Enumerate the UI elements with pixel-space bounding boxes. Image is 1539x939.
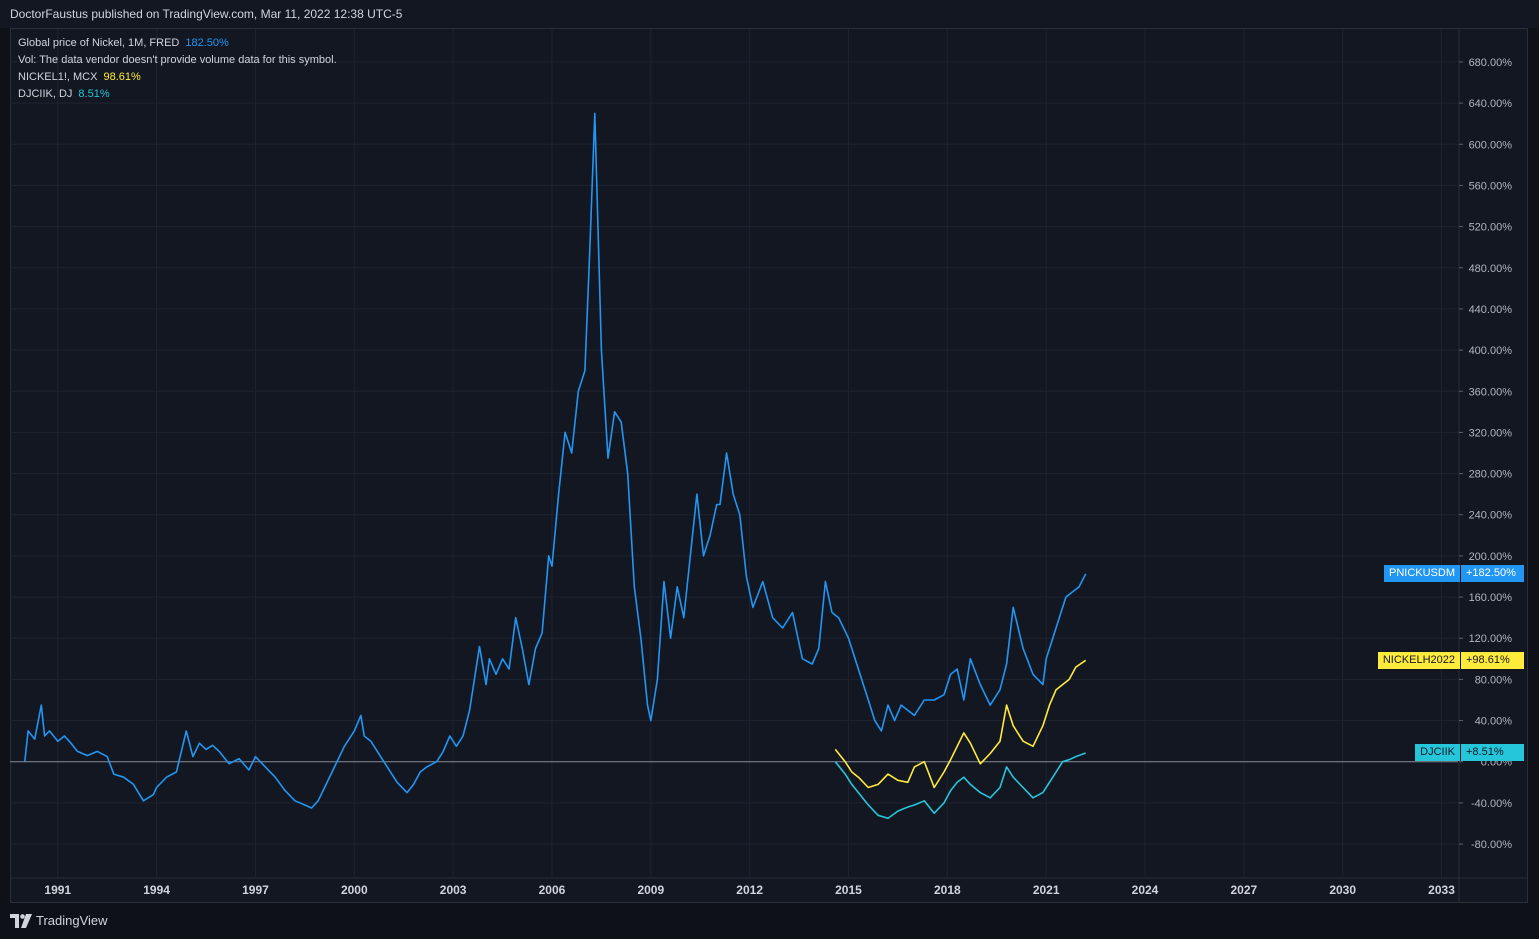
- badge-djciik-value: +8.51%: [1461, 744, 1524, 762]
- legend-row-nickel-price[interactable]: Global price of Nickel, 1M, FRED 182.50%: [18, 35, 337, 52]
- x-tick-label: 2009: [637, 883, 664, 897]
- y-tick-label: 160.00%: [1469, 592, 1513, 604]
- badge-pnickusdm-value: +182.50%: [1461, 565, 1524, 583]
- price-axis: 680.00% 640.00% 600.00% 560.00% 520.00% 480.0…: [1458, 29, 1513, 903]
- tradingview-brand[interactable]: TradingView: [10, 913, 108, 928]
- x-tick-label: 1997: [242, 883, 269, 897]
- chart-pane[interactable]: [10, 28, 1528, 903]
- legend-row-volume: Vol: The data vendor doesn't provide vol…: [18, 52, 337, 69]
- y-tick-label: 120.00%: [1469, 633, 1513, 645]
- legend-row-nickel1[interactable]: NICKEL1!, MCX 98.61%: [18, 69, 337, 86]
- badge-nickelh2022-value: +98.61%: [1461, 651, 1524, 669]
- badge-nickelh2022-name: NICKELH2022: [1377, 651, 1460, 669]
- x-tick-label: 2006: [539, 883, 566, 897]
- series-2: [834, 752, 1086, 820]
- series-line: [24, 112, 1087, 809]
- x-tick-label: 1994: [143, 883, 170, 897]
- y-tick-label: 240.00%: [1469, 510, 1513, 522]
- tradingview-logo-icon: [10, 913, 32, 928]
- series-0: [24, 112, 1087, 809]
- x-tick-label: 2000: [341, 883, 368, 897]
- y-tick-label: 520.00%: [1469, 222, 1513, 234]
- badge-djciik-name: DJCIIK: [1415, 744, 1460, 762]
- y-tick-label: 360.00%: [1469, 386, 1513, 398]
- series-layer: [24, 112, 1087, 820]
- x-tick-label: 1991: [44, 883, 71, 897]
- y-tick-label: 280.00%: [1469, 469, 1513, 481]
- y-tick-label: 680.00%: [1469, 57, 1513, 69]
- x-tick-label: 2003: [440, 883, 467, 897]
- legend-label: Vol: The data vendor doesn't provide vol…: [18, 54, 337, 66]
- y-tick-label: -40.00%: [1471, 798, 1512, 810]
- y-tick-label: 480.00%: [1469, 263, 1513, 275]
- x-tick-label: 2024: [1132, 883, 1159, 897]
- brand-name: TradingView: [36, 913, 108, 928]
- x-tick-label: 2033: [1428, 883, 1455, 897]
- y-tick-label: -80.00%: [1471, 839, 1512, 851]
- legend-value: 182.50%: [185, 37, 229, 49]
- legend-label: Global price of Nickel, 1M, FRED: [18, 37, 180, 49]
- y-tick-label: 640.00%: [1469, 98, 1513, 110]
- y-tick-label: 600.00%: [1469, 139, 1513, 151]
- legend-value: 8.51%: [78, 88, 110, 100]
- y-tick-label: 80.00%: [1475, 674, 1513, 686]
- series-line: [834, 659, 1087, 789]
- x-tick-label: 2015: [835, 883, 862, 897]
- y-tick-label: 200.00%: [1469, 551, 1513, 563]
- y-tick-label: 40.00%: [1475, 716, 1513, 728]
- badge-pnickusdm-name: PNICKUSDM: [1383, 565, 1460, 583]
- publish-header: DoctorFaustus published on TradingView.c…: [0, 0, 1539, 28]
- time-axis: 1991 1994 1997 2000 2003 2006 2009 2012 2015 2018…: [10, 877, 1528, 897]
- series-line: [834, 752, 1086, 820]
- legend-value: 98.61%: [103, 71, 141, 83]
- y-tick-label: 440.00%: [1469, 304, 1513, 316]
- y-tick-label: 400.00%: [1469, 345, 1513, 357]
- grid-lines: [10, 29, 1458, 877]
- legend-label: DJCIIK, DJ: [18, 88, 73, 100]
- x-tick-label: 2018: [934, 883, 961, 897]
- x-tick-label: 2012: [736, 883, 763, 897]
- footer: [0, 905, 1539, 939]
- x-tick-label: 2030: [1329, 883, 1356, 897]
- y-tick-label: 560.00%: [1469, 180, 1513, 192]
- x-tick-label: 2027: [1230, 883, 1257, 897]
- y-tick-label: 320.00%: [1469, 427, 1513, 439]
- x-tick-label: 2021: [1033, 883, 1060, 897]
- legend-row-djciik[interactable]: DJCIIK, DJ 8.51%: [18, 86, 337, 103]
- legend: Global price of Nickel, 1M, FRED 182.50% …: [18, 35, 337, 103]
- series-1: [834, 659, 1087, 789]
- legend-label: NICKEL1!, MCX: [18, 71, 98, 83]
- publish-info: DoctorFaustus published on TradingView.c…: [10, 7, 403, 21]
